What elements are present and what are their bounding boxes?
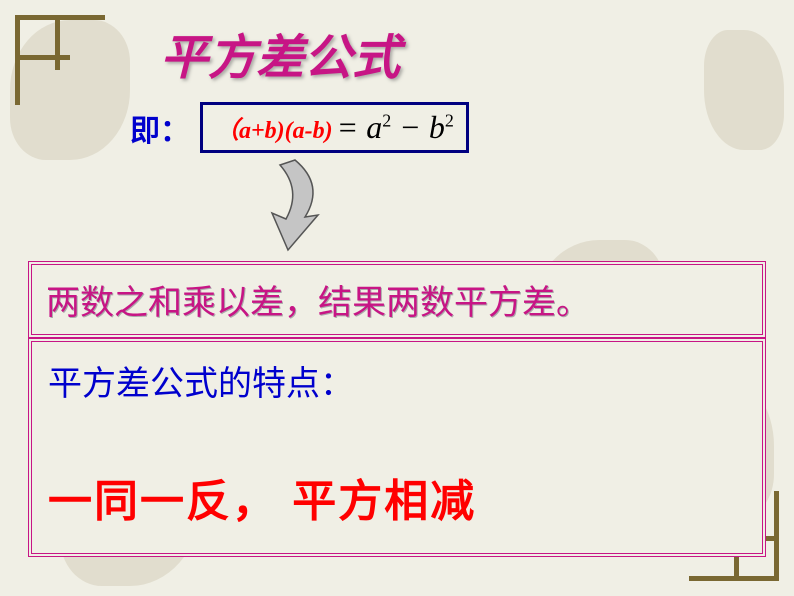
formula-rhs: = a2 − b2 [337, 109, 454, 146]
formula-row: 即： （a+b)(a-b) = a2 − b2 [130, 102, 469, 153]
summary-text: 两数之和乘以差，结果两数平方差。 [46, 275, 748, 324]
curved-arrow-icon [250, 155, 330, 255]
feature-text: 一同一反， 平方相减 [48, 465, 746, 529]
corner-decoration-top-left [15, 15, 105, 105]
formula-lhs: （a+b)(a-b) [215, 110, 333, 145]
feature-heading: 平方差公式的特点： [48, 356, 746, 405]
formula-box: （a+b)(a-b) = a2 − b2 [200, 102, 469, 153]
bg-decoration [704, 30, 784, 150]
summary-box: 两数之和乘以差，结果两数平方差。 [28, 261, 766, 338]
page-title: 平方差公式 [160, 18, 400, 88]
feature-box: 平方差公式的特点： 一同一反， 平方相减 [28, 338, 766, 557]
formula-prefix: 即： [130, 106, 190, 150]
